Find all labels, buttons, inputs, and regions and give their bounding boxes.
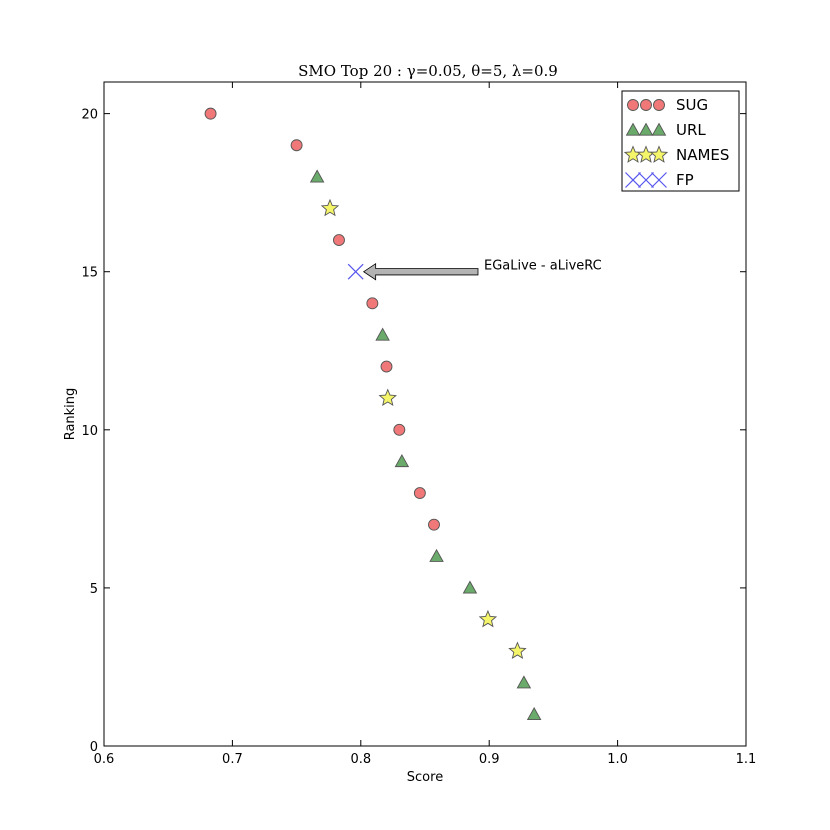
y-tick-label: 0 <box>90 740 98 755</box>
legend-fp-marker <box>625 172 641 188</box>
y-tick-label: 20 <box>81 108 98 123</box>
data-points <box>204 107 542 721</box>
chart-title: SMO Top 20 : γ=0.05, θ=5, λ=0.9 <box>298 62 558 80</box>
legend-names-marker <box>649 145 669 163</box>
legend-label-fp: FP <box>676 171 694 189</box>
x-tick-label: 1.0 <box>607 752 628 767</box>
legend-url-marker <box>651 122 667 136</box>
annotation: EGaLive - aLiveRC <box>362 259 602 281</box>
sug-point <box>413 487 426 499</box>
y-axis: 0 5 10 15 20 <box>81 108 746 755</box>
x-tick-label: 0.6 <box>94 752 115 767</box>
x-axis-label: Score <box>407 770 443 785</box>
legend: SUG URL NAMES FP <box>621 90 740 192</box>
y-tick-label: 15 <box>81 266 98 281</box>
names-point <box>508 641 527 659</box>
plot-area <box>103 81 747 747</box>
y-axis-label: Ranking <box>63 388 78 441</box>
legend-sug-marker <box>653 99 665 111</box>
url-point <box>394 454 410 468</box>
url-point <box>516 675 532 689</box>
names-point <box>378 388 397 407</box>
names-point <box>478 609 498 628</box>
url-point <box>309 169 325 183</box>
legend-fp-marker <box>638 172 654 188</box>
url-point <box>462 580 478 594</box>
sug-point <box>204 107 217 120</box>
x-axis: 0.6 0.7 0.8 0.9 1.0 1.1 <box>94 82 757 767</box>
fp-point <box>347 263 364 280</box>
y-tick-label: 10 <box>81 424 98 439</box>
url-point <box>429 548 444 562</box>
y-tick-label: 5 <box>90 582 98 597</box>
annotation-arrow <box>362 262 479 281</box>
x-tick-label: 1.1 <box>736 752 757 767</box>
url-point <box>375 327 390 341</box>
legend-label-url: URL <box>676 121 706 139</box>
sug-point <box>290 139 303 152</box>
legend-label-sug: SUG <box>676 96 708 114</box>
sug-point <box>428 518 440 531</box>
x-tick-label: 0.8 <box>350 752 371 767</box>
legend-sug-marker <box>640 99 652 111</box>
sug-point <box>380 360 393 373</box>
x-tick-label: 0.9 <box>479 752 500 767</box>
sug-point <box>393 423 406 436</box>
names-point <box>320 198 340 217</box>
x-tick-label: 0.7 <box>222 752 243 767</box>
legend-sug-marker <box>627 99 639 111</box>
legend-fp-marker <box>651 172 667 188</box>
legend-url-marker <box>638 122 654 136</box>
sug-point <box>366 297 379 310</box>
legend-label-names: NAMES <box>676 146 729 164</box>
annotation-label: EGaLive - aLiveRC <box>484 259 602 274</box>
url-point <box>526 706 542 721</box>
legend-url-marker <box>625 122 641 136</box>
sug-point <box>333 234 345 247</box>
